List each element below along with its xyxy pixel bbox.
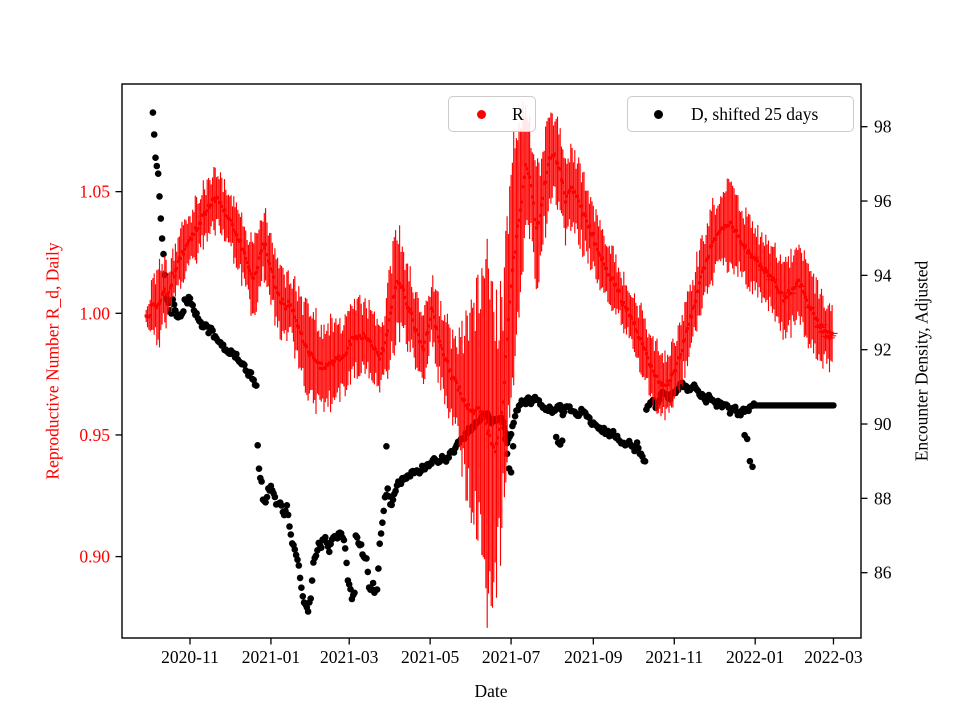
legend-r-label: R xyxy=(512,103,524,124)
legend-r: R xyxy=(448,96,536,132)
right-tick-label: 92 xyxy=(874,340,892,360)
legend-d-label: D, shifted 25 days xyxy=(691,103,819,124)
right-tick-label: 86 xyxy=(874,563,892,583)
x-tick-label: 2020-11 xyxy=(161,647,219,667)
right-axis-label: Encounter Density, Adjusted xyxy=(911,260,932,462)
right-tick-label: 94 xyxy=(874,265,892,285)
axes: 2020-11 2021-01 2021-03 2021-05 2021-07 2021-… xyxy=(79,83,892,667)
right-tick-label: 88 xyxy=(874,488,892,508)
x-tick-label: 2021-03 xyxy=(320,647,379,667)
d-marker-icon xyxy=(654,109,663,119)
r-series-markers xyxy=(144,152,834,454)
d-series xyxy=(149,109,837,615)
r-series-errorbars xyxy=(145,101,838,628)
left-tick-label: 1.05 xyxy=(79,182,110,202)
r-marker-icon xyxy=(477,109,486,119)
x-tick-label: 2021-07 xyxy=(482,647,541,667)
left-tick-label: 0.95 xyxy=(79,425,110,445)
x-tick-label: 2022-01 xyxy=(726,647,784,667)
x-tick-label: 2022-03 xyxy=(804,647,863,667)
x-axis-label: Date xyxy=(474,681,508,701)
left-tick-label: 0.90 xyxy=(79,547,110,567)
x-tick-label: 2021-09 xyxy=(564,647,623,667)
right-tick-label: 96 xyxy=(874,191,892,211)
x-tick-label: 2021-11 xyxy=(645,647,703,667)
right-tick-label: 98 xyxy=(874,117,892,137)
left-axis-label: Reproductive Number R_d, Daily xyxy=(42,242,63,480)
legend-d: D, shifted 25 days xyxy=(627,96,854,132)
right-tick-label: 90 xyxy=(874,414,892,434)
x-tick-label: 2021-01 xyxy=(242,647,300,667)
left-tick-label: 1.00 xyxy=(79,303,110,323)
x-tick-label: 2021-05 xyxy=(401,647,460,667)
